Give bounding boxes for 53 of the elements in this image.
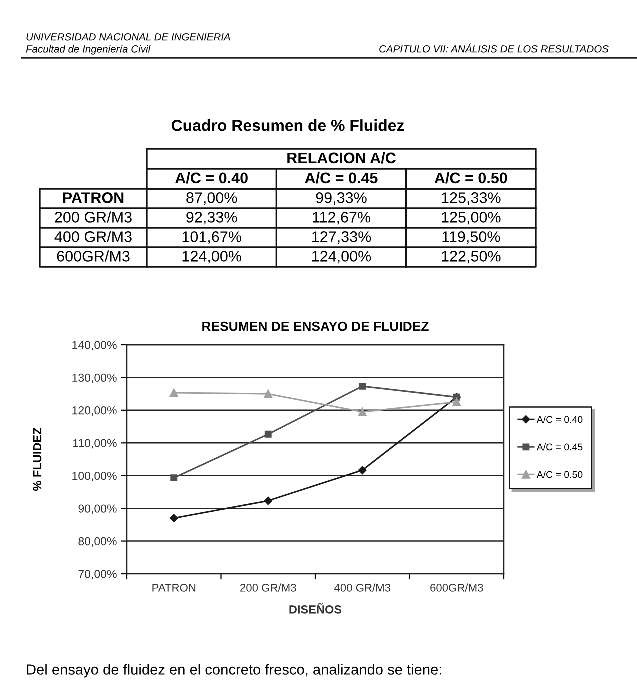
text: 122,50% <box>442 251 501 264</box>
text: 127,33% <box>312 232 372 244</box>
point <box>358 408 367 416</box>
text: 600GR/M3 <box>57 250 130 262</box>
point <box>170 474 178 482</box>
text: PATRON <box>63 192 124 204</box>
point <box>264 496 273 506</box>
text: RELACION A/C <box>288 152 396 164</box>
y-tick-label: 140,00% <box>72 341 117 351</box>
text: 119,50% <box>442 232 500 244</box>
text: A/C = 0.40 <box>175 172 248 184</box>
chart-title: RESUMEN DE ENSAYO DE FLUIDEZ <box>202 322 429 332</box>
text: 99,33% <box>316 192 367 206</box>
text: 101,67% <box>182 232 242 244</box>
point <box>359 382 366 390</box>
text: 200 GR/M3 <box>55 212 132 223</box>
x-axis-title: DISEÑOS <box>290 603 342 614</box>
y-tick-label: 70,00% <box>78 570 117 580</box>
text: 125,00% <box>442 212 501 225</box>
text: A/C = 0.45 <box>305 172 378 184</box>
y-tick-label: 110,00% <box>74 439 117 449</box>
point <box>264 430 272 438</box>
y-tick-label: 80,00% <box>78 537 117 547</box>
text: 125,33% <box>442 192 501 206</box>
point <box>452 398 462 406</box>
text: 124,00% <box>182 251 242 264</box>
text: Facultad de Ingeniería Civil <box>26 45 151 55</box>
y-tick-label: 90,00% <box>78 504 117 514</box>
point <box>264 390 273 398</box>
y-tick-label: 100,00% <box>72 472 117 482</box>
point <box>358 466 367 475</box>
text: 92,33% <box>186 212 238 225</box>
text: CAPITULO VII: ANÁLISIS DE LOS RESULTADOS <box>380 44 609 53</box>
x-tick-label: 400 GR/M3 <box>334 584 391 592</box>
x-tick-label: PATRON <box>152 584 196 592</box>
legend-label: A/C = 0.50 <box>536 471 583 478</box>
text: Del ensayo de fluidez en el concreto fresco, analizando se tiene: <box>27 664 442 678</box>
x-tick-label: 600GR/M3 <box>430 584 484 592</box>
text: 87,00% <box>186 192 238 206</box>
point <box>170 388 178 398</box>
text: 112,67% <box>313 212 371 225</box>
legend-label: A/C = 0.45 <box>536 444 583 451</box>
point <box>170 514 178 523</box>
x-tick-label: 200 GR/M3 <box>240 584 296 592</box>
legend-label: A/C = 0.40 <box>536 416 583 424</box>
y-tick-label: 130,00% <box>72 374 117 384</box>
text: UNIVERSIDAD NACIONAL DE INGENIERIA <box>26 33 230 41</box>
text: 124,00% <box>312 251 372 264</box>
text: 400 GR/M3 <box>54 231 132 242</box>
y-tick-label: 120,00% <box>72 406 117 416</box>
text: A/C = 0.50 <box>434 172 508 184</box>
text: Cuadro Resumen de % Fluidez <box>172 120 404 132</box>
y-axis-title: % FLUIDEZ <box>33 428 42 492</box>
